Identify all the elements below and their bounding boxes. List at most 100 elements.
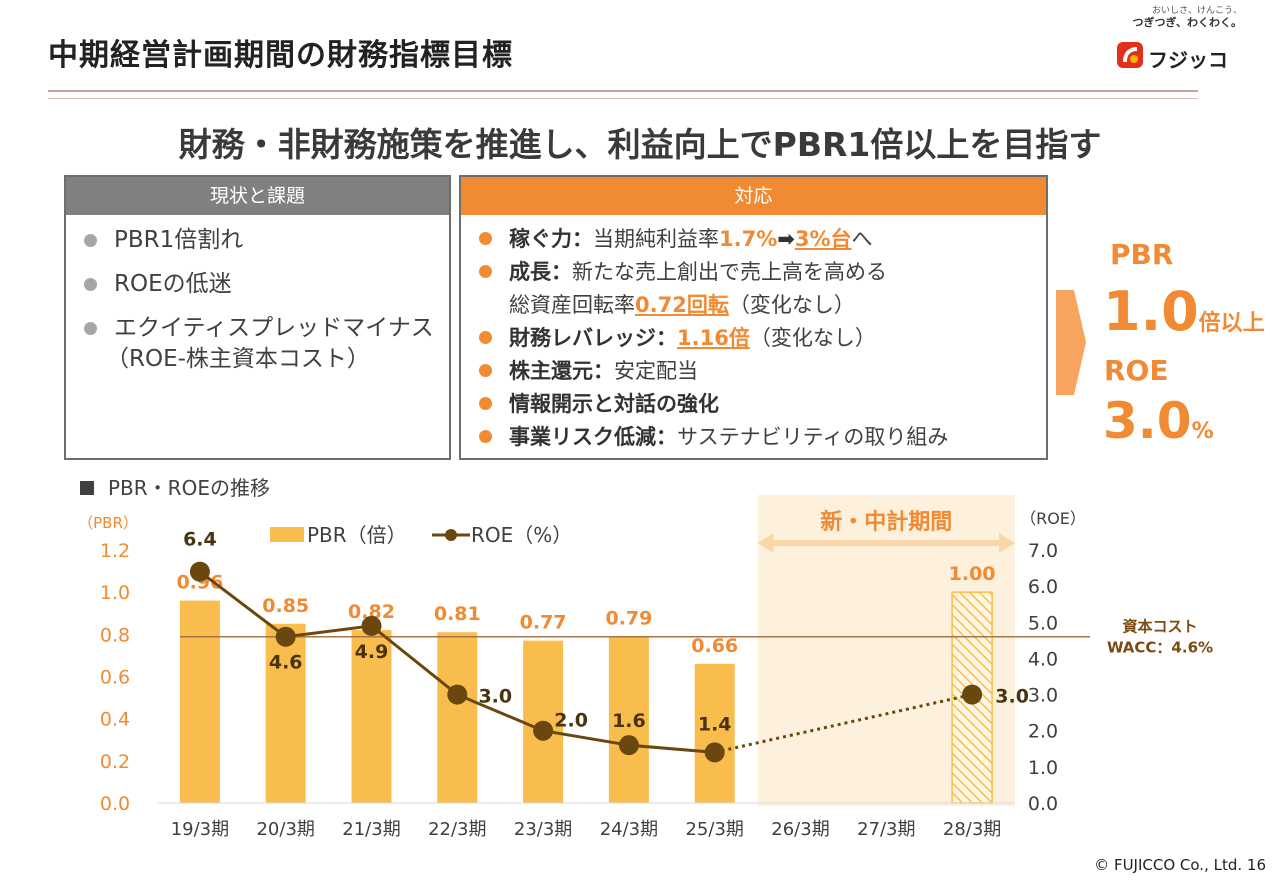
roe-value-label: 3.0 (995, 686, 1029, 708)
logo-tagline: おいしさ、けんこう、 つぎつぎ、わくわく。 (1122, 5, 1242, 29)
logo-tagline-2: つぎつぎ、わくわく。 (1132, 16, 1242, 29)
roe-line-forecast (714, 693, 973, 754)
pbr-bar (351, 630, 392, 803)
issue-text: PBR1倍割れ (114, 227, 244, 253)
response-box: 対応 稼ぐ力：当期純利益率1.7%➡3%台へ 成長：新たな売上創出で売上高を高め… (459, 175, 1048, 460)
target-roe-label: ROE (1104, 354, 1169, 387)
roe-point (962, 684, 983, 705)
roe-point (275, 626, 296, 647)
roe-point (533, 720, 554, 741)
response-text: 当期純利益率 (593, 227, 719, 251)
bullet-icon (84, 234, 97, 247)
response-text: 新たな売上創出で売上高を高める (572, 260, 887, 284)
x-axis-tick: 23/3期 (514, 819, 572, 840)
response-text: （変化なし） (749, 326, 876, 350)
pbr-value-label: 0.82 (348, 601, 395, 623)
roe-value-label: 1.6 (612, 710, 646, 732)
target-roe-value: 3.0 (1103, 392, 1192, 450)
pbr-value-label: 0.96 (176, 572, 223, 594)
bullet-icon (84, 322, 97, 335)
chart-title-text: PBR・ROEの推移 (108, 476, 270, 500)
response-text: （変化なし） (728, 293, 855, 317)
roe-value-label: 6.4 (183, 529, 217, 551)
x-axis-tick: 22/3期 (428, 819, 486, 840)
headline: 財務・非財務施策を推進し、利益向上でPBR1倍以上を目指す (178, 125, 1102, 164)
bullet-icon (479, 397, 492, 410)
pbr-bar (694, 663, 735, 803)
left-axis-tick: 0.0 (100, 793, 130, 815)
right-axis-tick: 7.0 (1028, 540, 1058, 562)
response-item-cont: 総資産回転率0.72回転（変化なし） (475, 289, 1046, 322)
issue-item-cont: （ROE-株主資本コスト） (80, 344, 449, 375)
pbr-value-label: 0.77 (520, 612, 567, 634)
pbr-roe-chart: 新・中計期間 （PBR） 0.0 0.2 0.4 0.6 0.8 1.0 1.2 （ROE） 0.0… (78, 495, 1213, 840)
pbr-bar (437, 632, 478, 803)
response-keyword: 事業リスク低減： (509, 425, 677, 449)
target-pbr-unit: 倍以上 (1198, 311, 1265, 336)
roe-point (189, 561, 210, 582)
roe-value-label: 2.0 (554, 710, 588, 732)
target-pbr: 1.0倍以上 (1103, 280, 1265, 343)
left-axis-tick: 0.2 (100, 751, 130, 773)
logo-tagline-1: おいしさ、けんこう、 (1151, 6, 1242, 16)
right-axis-tick: 3.0 (1028, 685, 1058, 707)
pbr-value-label: 0.81 (434, 603, 481, 625)
pbr-bar (265, 623, 306, 803)
target-pbr-label: PBR (1110, 238, 1174, 271)
roe-point (704, 742, 725, 763)
left-axis-tick: 0.6 (100, 667, 130, 689)
header-rule-thin (48, 98, 1198, 99)
pbr-value-label: 0.66 (691, 635, 738, 657)
current-issues-box: 現状と課題 PBR1倍割れ ROEの低迷 エクイティスプレッドマイナス （ROE… (64, 175, 451, 460)
response-text: サステナビリティの取り組み (677, 425, 949, 449)
bullet-icon (479, 265, 492, 278)
legend-roe-label: ROE（%） (471, 523, 572, 547)
issue-item: ROEの低迷 (80, 269, 449, 300)
response-item: 事業リスク低減：サステナビリティの取り組み (475, 421, 1046, 454)
target-roe: 3.0% (1103, 392, 1214, 450)
fujicco-logo-icon (1117, 42, 1143, 68)
roe-value-label: 3.0 (478, 686, 512, 708)
x-axis-tick: 27/3期 (857, 819, 915, 840)
right-axis-tick: 6.0 (1028, 576, 1058, 598)
pbr-bar (179, 600, 220, 803)
square-bullet-icon (80, 481, 94, 495)
roe-point (361, 615, 382, 636)
legend-pbr-label: PBR（倍） (307, 523, 407, 547)
issue-text: エクイティスプレッドマイナス (114, 315, 434, 341)
response-text: 総資産回転率 (509, 293, 635, 317)
right-axis-tick: 1.0 (1028, 757, 1058, 779)
bullet-icon (479, 232, 492, 245)
x-axis-tick: 20/3期 (256, 819, 314, 840)
right-axis-tick: 2.0 (1028, 721, 1058, 743)
bullet-icon (479, 430, 492, 443)
issue-text: ROEの低迷 (114, 271, 232, 297)
response-text: 安定配当 (614, 359, 698, 383)
response-text: へ (851, 227, 873, 251)
response-highlight: 1.7% (719, 227, 778, 251)
target-pbr-value: 1.0 (1103, 280, 1199, 343)
legend-roe-marker (445, 529, 457, 541)
page-title: 中期経営計画期間の財務指標目標 (48, 38, 513, 73)
chart-title: PBR・ROEの推移 (80, 472, 270, 501)
logo-name: フジッコ (1148, 48, 1228, 72)
left-axis-tick: 0.4 (100, 709, 130, 731)
bullet-icon (479, 364, 492, 377)
header-rule (48, 90, 1198, 92)
left-axis-tick: 1.2 (100, 540, 130, 562)
left-axis-tick: 0.8 (100, 624, 130, 646)
pbr-value-label: 0.79 (605, 607, 652, 629)
x-axis-tick: 21/3期 (342, 819, 400, 840)
response-highlight: 1.16倍 (677, 326, 750, 350)
roe-point (618, 735, 639, 756)
response-keyword: 財務レバレッジ： (509, 326, 677, 350)
x-axis-tick: 24/3期 (600, 819, 658, 840)
period-band-arrow-head-left (757, 533, 774, 553)
x-axis-tick: 19/3期 (171, 819, 229, 840)
pbr-bar (608, 636, 649, 803)
footer-copyright: © FUJICCO Co., Ltd. 16 (1094, 856, 1266, 874)
issue-item: PBR1倍割れ (80, 225, 449, 256)
response-keyword: 株主還元： (509, 359, 614, 383)
roe-value-label: 4.6 (269, 652, 303, 674)
response-item: 株主還元：安定配当 (475, 355, 1046, 388)
